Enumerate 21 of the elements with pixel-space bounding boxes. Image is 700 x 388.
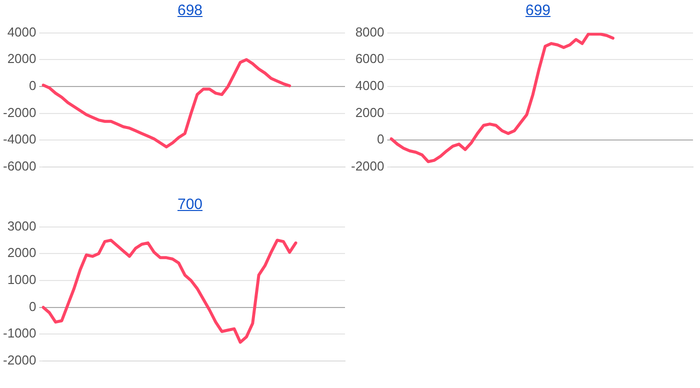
y-tick-label: -4000 bbox=[3, 132, 36, 147]
y-tick-label: -2000 bbox=[3, 352, 36, 368]
y-tick-label: 1000 bbox=[7, 272, 36, 288]
y-tick-label: 2000 bbox=[7, 245, 36, 260]
y-tick-label: -2000 bbox=[351, 158, 384, 174]
y-tick-label: 8000 bbox=[355, 24, 384, 40]
y-tick-label: 2000 bbox=[355, 104, 384, 120]
y-tick-label: 4000 bbox=[7, 24, 36, 40]
y-tick-label: 0 bbox=[29, 298, 36, 314]
y-tick-label: 0 bbox=[29, 78, 36, 94]
y-tick-label: -1000 bbox=[3, 326, 36, 341]
y-tick-label: 2000 bbox=[7, 51, 36, 66]
y-tick-label: -6000 bbox=[3, 158, 36, 174]
y-tick-label: 0 bbox=[377, 132, 384, 147]
chart-title: 698 bbox=[176, 1, 204, 21]
chart-title: 699 bbox=[524, 1, 552, 21]
y-tick-label: -2000 bbox=[3, 104, 36, 120]
y-tick-label: 3000 bbox=[7, 218, 36, 234]
y-tick-label: 4000 bbox=[355, 78, 384, 94]
chart-title: 700 bbox=[176, 195, 204, 215]
y-tick-label: 6000 bbox=[355, 51, 384, 66]
